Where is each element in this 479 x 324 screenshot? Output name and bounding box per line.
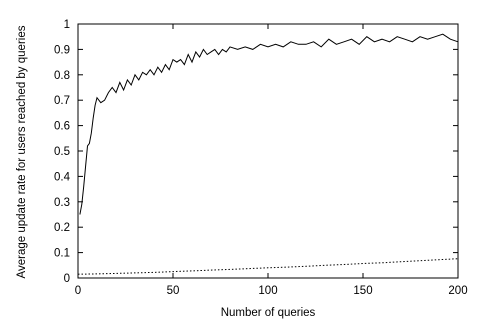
series-line-2 bbox=[77, 258, 459, 275]
y-tick-label: 0.8 bbox=[54, 70, 70, 82]
y-axis-label: Average update rate for users reached by… bbox=[16, 25, 28, 278]
x-tick-label: 100 bbox=[258, 285, 277, 297]
y-tick-label: 0.3 bbox=[54, 197, 70, 209]
plot-frame bbox=[77, 23, 459, 279]
y-tick-label: 0.4 bbox=[54, 171, 71, 183]
axes: 0 0.1 0.2 0.3 0.4 0.5 0.6 0.7 0.8 0.9 1 0 50 100 150 20… bbox=[54, 19, 468, 297]
y-tick-label: 0.1 bbox=[54, 248, 70, 260]
y-tick-label: 0.9 bbox=[54, 44, 70, 56]
y-tick-label: 0 bbox=[64, 273, 70, 285]
x-tick-label: 50 bbox=[167, 285, 180, 297]
x-tick-label: 150 bbox=[353, 285, 372, 297]
x-axis-label: Number of queries bbox=[221, 307, 316, 319]
y-tick-label: 0.7 bbox=[54, 95, 70, 107]
x-tick-label: 0 bbox=[75, 285, 81, 297]
y-tick-label: 0.2 bbox=[54, 222, 70, 234]
x-tick-label: 200 bbox=[448, 285, 467, 297]
series-layer bbox=[77, 33, 459, 275]
series-line-1 bbox=[79, 33, 459, 215]
y-tick-label: 0.5 bbox=[54, 146, 70, 158]
y-tick-label: 1 bbox=[64, 19, 70, 31]
y-tick-label: 0.6 bbox=[54, 121, 70, 133]
